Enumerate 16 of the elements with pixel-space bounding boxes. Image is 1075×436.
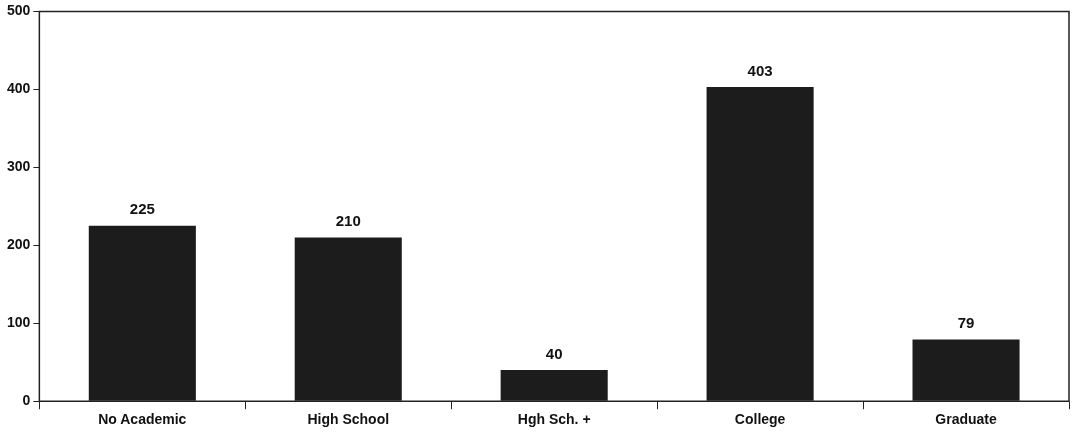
data-label: 40 — [545, 344, 563, 362]
data-label: 403 — [747, 61, 773, 79]
y-tick-label: 200 — [7, 236, 31, 253]
x-tick-label: Graduate — [935, 411, 997, 428]
x-tick-label: No Academic — [98, 411, 187, 428]
data-label: 210 — [335, 212, 361, 230]
x-tick-label: High School — [307, 411, 390, 428]
y-tick-label: 0 — [22, 392, 31, 409]
x-tick-label: College — [734, 411, 786, 428]
y-tick-label: 500 — [7, 2, 31, 19]
y-tick-label: 300 — [7, 158, 31, 175]
y-tick-label: 400 — [7, 80, 31, 97]
y-tick-label: 100 — [7, 314, 31, 331]
data-label: 225 — [129, 200, 155, 218]
x-tick-label: Hgh Sch. + — [517, 411, 591, 428]
data-label: 79 — [957, 314, 975, 332]
